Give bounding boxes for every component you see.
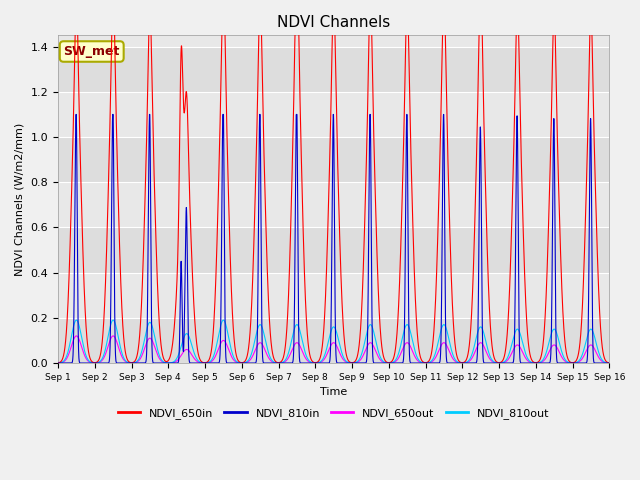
NDVI_810in (54, 360, 62, 366)
NDVI_650out (260, 346, 268, 351)
NDVI_810out (605, 360, 613, 366)
NDVI_810in (488, 360, 496, 366)
NDVI_650out (488, 359, 496, 364)
NDVI_810out (260, 333, 268, 339)
Bar (58, 137, 609, 182)
NDVI_810out (172, 357, 180, 362)
NDVI_810out (410, 343, 417, 349)
NDVI_810out (72, 317, 80, 323)
Bar (58, 47, 609, 92)
Text: SW_met: SW_met (63, 45, 120, 58)
NDVI_650in (605, 360, 613, 366)
Line: NDVI_650in: NDVI_650in (58, 24, 609, 363)
NDVI_650in (72, 21, 79, 27)
NDVI_810out (166, 360, 174, 366)
NDVI_650out (72, 333, 80, 339)
NDVI_810in (172, 360, 180, 366)
NDVI_650out (166, 360, 174, 366)
Y-axis label: NDVI Channels (W/m2/mm): NDVI Channels (W/m2/mm) (15, 122, 25, 276)
NDVI_650in (260, 168, 268, 174)
X-axis label: Time: Time (320, 387, 348, 397)
NDVI_810out (604, 360, 611, 366)
NDVI_810in (260, 360, 268, 366)
NDVI_650in (172, 298, 180, 304)
Line: NDVI_650out: NDVI_650out (58, 336, 609, 363)
Legend: NDVI_650in, NDVI_810in, NDVI_650out, NDVI_810out: NDVI_650in, NDVI_810in, NDVI_650out, NDV… (113, 403, 554, 423)
NDVI_810out (54, 360, 62, 366)
NDVI_650in (410, 251, 417, 257)
Title: NDVI Channels: NDVI Channels (277, 15, 390, 30)
NDVI_650out (604, 360, 611, 366)
NDVI_650out (172, 359, 180, 364)
NDVI_650in (166, 354, 174, 360)
NDVI_810out (488, 357, 496, 363)
NDVI_650in (488, 343, 496, 348)
NDVI_650in (54, 360, 62, 366)
NDVI_650out (605, 360, 613, 366)
NDVI_810in (166, 360, 174, 366)
NDVI_810in (410, 360, 417, 366)
NDVI_650out (54, 360, 62, 366)
NDVI_810in (604, 360, 611, 366)
Bar (58, 318, 609, 363)
Line: NDVI_810in: NDVI_810in (58, 114, 609, 363)
Line: NDVI_810out: NDVI_810out (58, 320, 609, 363)
NDVI_810in (605, 360, 613, 366)
NDVI_650in (604, 360, 611, 365)
NDVI_810in (72, 111, 80, 117)
NDVI_650out (410, 351, 417, 357)
Bar (58, 228, 609, 273)
